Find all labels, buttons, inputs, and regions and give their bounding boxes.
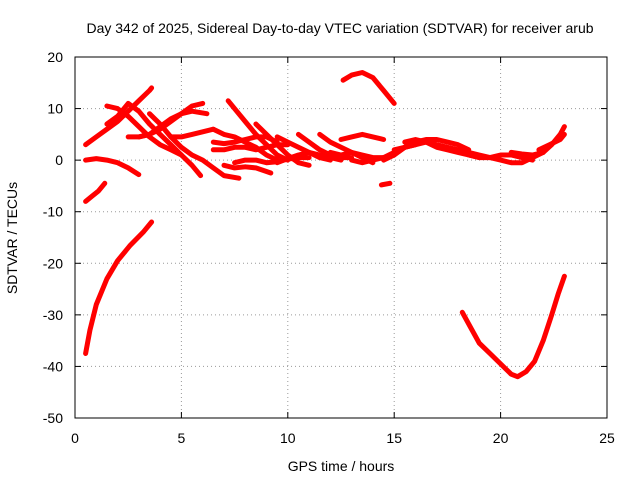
x-tick-label: 10 xyxy=(280,430,296,446)
plot-frame xyxy=(74,56,608,419)
series-arc-24 xyxy=(338,131,387,142)
series-arc-01 xyxy=(83,219,155,356)
series-arc-31 xyxy=(466,152,535,163)
series-arc-26 xyxy=(378,180,393,188)
x-tick-label: 5 xyxy=(178,430,186,446)
series-arc-15 xyxy=(210,126,280,163)
series-arc-10 xyxy=(168,126,216,140)
series-arc-04 xyxy=(83,85,155,148)
y-tick-label: -40 xyxy=(43,358,63,374)
series-arc-27 xyxy=(381,137,472,163)
gridlines xyxy=(75,57,607,418)
y-axis-label: SDTVAR / TECUs xyxy=(4,182,20,294)
series-arc-18 xyxy=(274,134,333,163)
series-arc-13 xyxy=(225,98,291,163)
x-axis-label: GPS time / hours xyxy=(288,458,395,474)
x-tick-label: 20 xyxy=(493,430,509,446)
y-tick-label: -10 xyxy=(43,204,63,220)
x-tick-label: 25 xyxy=(599,430,615,446)
series-arc-19 xyxy=(274,149,344,166)
series-arc-09 xyxy=(147,111,242,181)
series-arc-16 xyxy=(253,121,312,168)
data-series xyxy=(83,70,567,380)
series-arc-02 xyxy=(83,180,108,204)
chart-title: Day 342 of 2025, Sidereal Day-to-day VTE… xyxy=(86,20,593,36)
y-tick-label: 0 xyxy=(55,152,63,168)
series-arc-08 xyxy=(136,108,210,140)
series-arc-20 xyxy=(295,131,355,161)
y-tick-label: 10 xyxy=(47,101,63,117)
tick-marks xyxy=(74,56,608,419)
series-arc-03 xyxy=(83,156,142,178)
series-arc-05 xyxy=(104,103,184,158)
series-arc-34 xyxy=(536,131,567,153)
series-arc-12 xyxy=(221,162,274,176)
series-arc-35 xyxy=(459,273,567,380)
x-tick-label: 15 xyxy=(386,430,402,446)
y-tick-label: -20 xyxy=(43,255,63,271)
y-tick-label: 20 xyxy=(47,49,63,65)
x-tick-labels: 0 5 10 15 20 25 xyxy=(71,430,615,446)
series-arc-21 xyxy=(317,131,376,166)
y-tick-label: -50 xyxy=(43,410,63,426)
series-arc-25 xyxy=(340,70,397,106)
y-tick-labels: -50 -40 -30 -20 -10 0 10 20 xyxy=(43,49,63,426)
x-tick-label: 0 xyxy=(71,430,79,446)
y-tick-label: -30 xyxy=(43,307,63,323)
